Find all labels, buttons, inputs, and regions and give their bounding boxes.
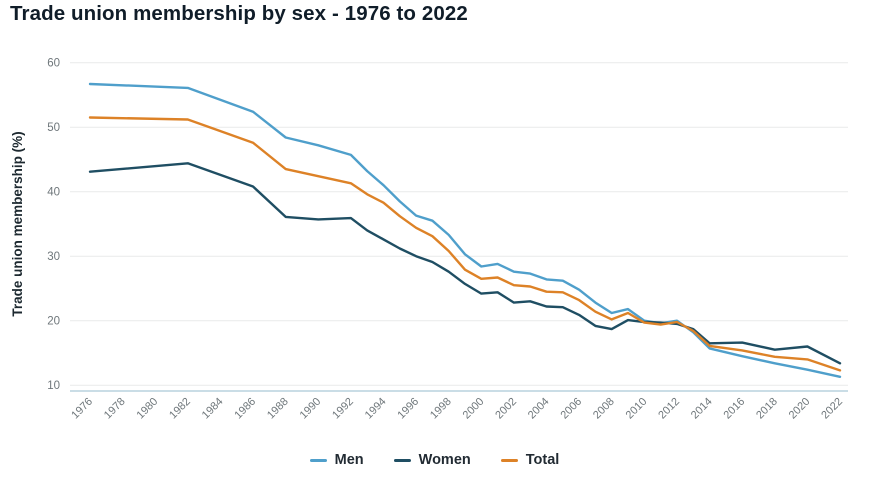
x-tick-label: 1988 bbox=[265, 396, 291, 422]
chart-title: Trade union membership by sex - 1976 to … bbox=[10, 2, 468, 25]
x-tick-label: 2006 bbox=[558, 396, 584, 422]
x-tick: 2012 bbox=[656, 396, 682, 422]
x-tick: 1984 bbox=[200, 396, 226, 422]
y-tick-label: 30 bbox=[47, 251, 60, 263]
series-line-women bbox=[88, 162, 842, 365]
x-tick-label: 1976 bbox=[69, 396, 95, 422]
x-tick-label: 1994 bbox=[363, 396, 389, 422]
x-tick: 1982 bbox=[167, 396, 193, 422]
y-tick-label: 10 bbox=[47, 380, 60, 392]
x-tick: 2000 bbox=[461, 396, 487, 422]
x-tick: 2004 bbox=[526, 396, 552, 422]
x-tick-label: 1986 bbox=[232, 396, 258, 422]
legend-swatch-women bbox=[393, 458, 411, 462]
x-tick-label: 2000 bbox=[461, 396, 487, 422]
y-tick-label: 20 bbox=[47, 316, 60, 328]
legend-label: Men bbox=[334, 452, 364, 468]
x-tick-label: 2010 bbox=[624, 396, 650, 422]
series-line-men bbox=[88, 82, 842, 378]
legend-label: Women bbox=[418, 452, 471, 468]
x-tick-label: 2020 bbox=[787, 396, 813, 422]
legend-swatch-men bbox=[309, 458, 327, 462]
x-tick-label: 1996 bbox=[395, 396, 421, 422]
x-tick-label: 2004 bbox=[526, 396, 552, 422]
x-tick: 2018 bbox=[754, 396, 780, 422]
x-tick: 2002 bbox=[493, 396, 519, 422]
series-lines bbox=[88, 82, 842, 378]
x-tick: 2006 bbox=[558, 396, 584, 422]
x-tick: 1998 bbox=[428, 396, 454, 422]
x-tick-label: 1992 bbox=[330, 396, 356, 422]
x-tick-label: 1984 bbox=[200, 396, 226, 422]
x-tick: 1978 bbox=[102, 396, 128, 422]
x-tick: 2010 bbox=[624, 396, 650, 422]
x-tick-label: 1980 bbox=[135, 396, 161, 422]
y-axis-title: Trade union membership (%) bbox=[10, 131, 25, 316]
series-line-total bbox=[88, 116, 842, 372]
x-tick: 2020 bbox=[787, 396, 813, 422]
legend-swatch-total bbox=[500, 458, 518, 462]
x-tick-label: 2016 bbox=[721, 396, 747, 422]
x-tick: 1994 bbox=[363, 396, 389, 422]
legend-item-men: Men bbox=[309, 452, 364, 468]
x-tick-label: 2008 bbox=[591, 396, 617, 422]
x-tick-label: 2012 bbox=[656, 396, 682, 422]
x-tick-label: 2002 bbox=[493, 396, 519, 422]
legend-item-women: Women bbox=[393, 452, 471, 468]
x-axis-tick-labels: 1976 1978 1980 1982 1984 1986 1988 1990 1992 1994… bbox=[69, 396, 845, 422]
y-tick-label: 50 bbox=[47, 122, 60, 134]
x-tick-label: 2018 bbox=[754, 396, 780, 422]
x-tick-label: 1978 bbox=[102, 396, 128, 422]
x-tick: 2016 bbox=[721, 396, 747, 422]
y-gridlines bbox=[70, 62, 848, 386]
x-tick: 1976 bbox=[69, 396, 95, 422]
x-tick-label: 1982 bbox=[167, 396, 193, 422]
x-tick: 2008 bbox=[591, 396, 617, 422]
y-axis-tick-labels: 10 20 30 40 50 60 bbox=[47, 58, 60, 393]
y-tick-label: 60 bbox=[47, 58, 60, 70]
x-tick-label: 1998 bbox=[428, 396, 454, 422]
x-tick: 1988 bbox=[265, 396, 291, 422]
x-tick: 1992 bbox=[330, 396, 356, 422]
x-tick: 2014 bbox=[689, 396, 715, 422]
legend-item-total: Total bbox=[500, 452, 560, 468]
x-tick: 1986 bbox=[232, 396, 258, 422]
chart-legend: Men Women Total bbox=[0, 452, 869, 468]
legend-label: Total bbox=[525, 452, 560, 468]
x-tick-label: 1990 bbox=[298, 396, 324, 422]
x-tick: 1990 bbox=[298, 396, 324, 422]
x-tick-label: 2022 bbox=[819, 396, 845, 422]
x-tick: 1996 bbox=[395, 396, 421, 422]
x-tick: 1980 bbox=[135, 396, 161, 422]
x-tick: 2022 bbox=[819, 396, 845, 422]
y-tick-label: 40 bbox=[47, 187, 60, 199]
x-tick-label: 2014 bbox=[689, 396, 715, 422]
